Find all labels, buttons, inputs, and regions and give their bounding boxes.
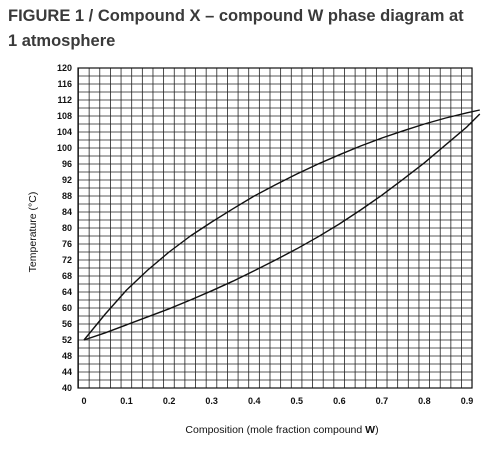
y-tick-label: 48 (62, 351, 72, 361)
x-tick-labels: 0 0.1 0.2 0.3 0.4 0.5 0.6 0.7 0.8 0.9 (81, 396, 473, 406)
y-tick-label: 108 (57, 111, 72, 121)
x-tick-label: 0.6 (333, 396, 346, 406)
y-tick-label: 88 (62, 191, 72, 201)
y-tick-label: 64 (62, 287, 72, 297)
chart-grid (77, 67, 473, 389)
x-tick-label: 0.3 (205, 396, 218, 406)
y-tick-label: 56 (62, 319, 72, 329)
y-tick-label: 96 (62, 159, 72, 169)
y-tick-label: 104 (57, 127, 72, 137)
x-tick-label: 0.2 (163, 396, 176, 406)
y-tick-label: 60 (62, 303, 72, 313)
y-tick-label: 80 (62, 223, 72, 233)
figure-title: FIGURE 1 / Compound X – compound W phase… (8, 7, 464, 50)
x-tick-label: 0.5 (291, 396, 304, 406)
x-axis-label: Composition (mole fraction compound W) (185, 424, 378, 436)
x-tick-label: 0.4 (248, 396, 261, 406)
x-tick-label: 0.7 (376, 396, 389, 406)
x-tick-label: 0.1 (120, 396, 133, 406)
x-axis-label-suffix: ) (375, 424, 379, 436)
x-tick-label: 0.8 (418, 396, 431, 406)
y-tick-label: 120 (57, 63, 72, 73)
y-tick-label: 44 (62, 367, 72, 377)
y-tick-label: 100 (57, 143, 72, 153)
x-axis-label-bold: W (365, 424, 375, 436)
plot-frame (77, 67, 473, 389)
x-axis-label-prefix: Composition (mole fraction compound (185, 424, 365, 436)
y-tick-label: 76 (62, 239, 72, 249)
y-axis-label: Temperature (°C) (27, 192, 39, 273)
y-tick-label: 68 (62, 271, 72, 281)
y-tick-label: 72 (62, 255, 72, 265)
y-tick-label: 116 (57, 79, 72, 89)
y-tick-label: 84 (62, 207, 72, 217)
x-tick-label: 0 (81, 396, 86, 406)
phase-curve-1 (83, 109, 480, 341)
y-tick-labels: 120 116 112 108 104 100 96 92 88 84 80 76 72 68 64 60 56… (57, 63, 72, 393)
phase-curve-2 (83, 113, 481, 341)
y-tick-label: 92 (62, 175, 72, 185)
y-tick-label: 40 (62, 383, 72, 393)
x-tick-label: 0.9 (461, 396, 474, 406)
y-tick-label: 112 (57, 95, 72, 105)
y-tick-label: 52 (62, 335, 72, 345)
chart-curves (83, 109, 481, 341)
